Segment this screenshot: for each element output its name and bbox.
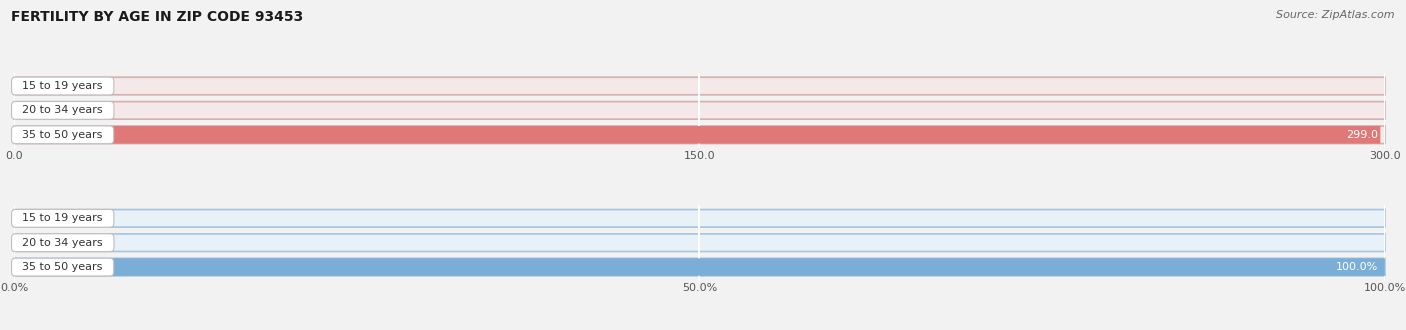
Text: 15 to 19 years: 15 to 19 years: [15, 81, 110, 91]
Text: 20 to 34 years: 20 to 34 years: [15, 105, 110, 115]
Text: 100.0%: 100.0%: [1336, 262, 1378, 272]
Text: 35 to 50 years: 35 to 50 years: [15, 130, 110, 140]
Text: FERTILITY BY AGE IN ZIP CODE 93453: FERTILITY BY AGE IN ZIP CODE 93453: [11, 10, 304, 24]
Text: Source: ZipAtlas.com: Source: ZipAtlas.com: [1277, 10, 1395, 20]
Text: 35 to 50 years: 35 to 50 years: [15, 262, 110, 272]
Text: 0.0%: 0.0%: [39, 213, 67, 223]
Text: 0.0%: 0.0%: [39, 238, 67, 248]
Text: 0.0: 0.0: [39, 105, 56, 115]
Text: 0.0: 0.0: [39, 81, 56, 91]
FancyBboxPatch shape: [14, 210, 1385, 227]
FancyBboxPatch shape: [14, 234, 1385, 251]
Text: 15 to 19 years: 15 to 19 years: [15, 213, 110, 223]
FancyBboxPatch shape: [14, 126, 1381, 144]
FancyBboxPatch shape: [14, 102, 1385, 119]
Text: 20 to 34 years: 20 to 34 years: [15, 238, 110, 248]
FancyBboxPatch shape: [14, 258, 1385, 276]
FancyBboxPatch shape: [14, 126, 1385, 144]
FancyBboxPatch shape: [14, 258, 1385, 276]
FancyBboxPatch shape: [14, 77, 1385, 95]
Text: 299.0: 299.0: [1346, 130, 1378, 140]
